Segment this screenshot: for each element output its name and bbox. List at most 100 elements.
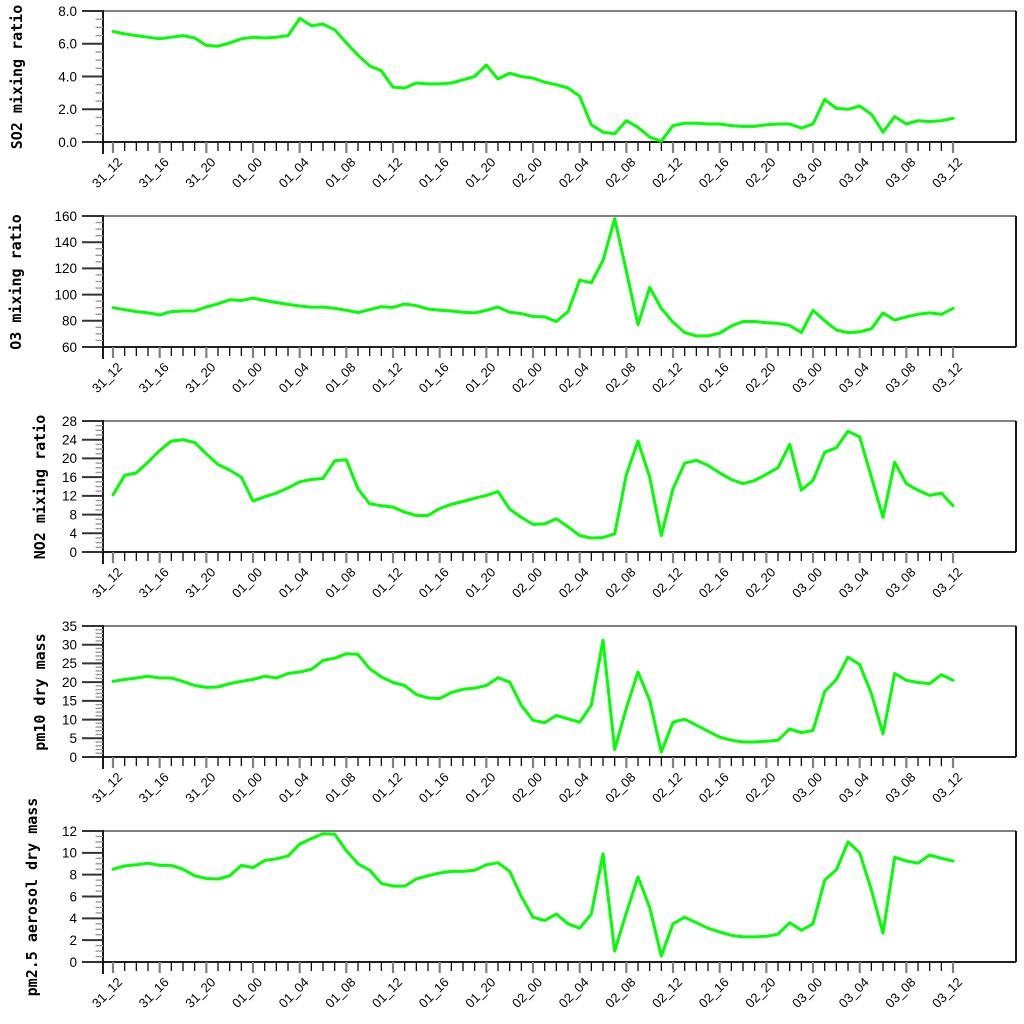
svg-text:01_20: 01_20 (462, 155, 498, 191)
svg-text:01_08: 01_08 (322, 565, 358, 601)
svg-text:31_20: 31_20 (182, 155, 218, 191)
svg-text:31_12: 31_12 (89, 360, 125, 396)
svg-text:01_04: 01_04 (276, 360, 312, 396)
svg-text:5: 5 (69, 731, 77, 746)
svg-text:01_20: 01_20 (462, 565, 498, 601)
svg-text:01_16: 01_16 (416, 975, 452, 1011)
svg-text:01_12: 01_12 (369, 975, 405, 1011)
svg-text:02_12: 02_12 (649, 565, 685, 601)
svg-text:02_20: 02_20 (742, 975, 778, 1011)
svg-text:4: 4 (69, 911, 77, 926)
y-axis-title-o3: O3 mixing ratio (7, 213, 25, 350)
svg-text:10: 10 (62, 712, 77, 727)
svg-text:10: 10 (62, 846, 77, 861)
y-axis-title-no2: NO2 mixing ratio (31, 414, 49, 559)
svg-text:03_08: 03_08 (882, 770, 918, 806)
svg-text:03_12: 03_12 (929, 975, 965, 1011)
svg-text:140: 140 (54, 235, 77, 250)
x-axis-ticks (102, 962, 955, 974)
svg-text:02_16: 02_16 (696, 770, 732, 806)
svg-text:01_12: 01_12 (369, 360, 405, 396)
svg-text:16: 16 (62, 470, 77, 485)
svg-text:4: 4 (69, 526, 77, 541)
x-axis-labels: 31_12 31_16 31_20 01_00 01_04 01_08 01_12 01_16… (89, 565, 965, 601)
svg-text:02_16: 02_16 (696, 975, 732, 1011)
svg-text:02_00: 02_00 (509, 155, 545, 191)
plot-frame (102, 625, 1017, 758)
svg-text:03_04: 03_04 (836, 155, 872, 191)
x-axis-labels: 31_12 31_16 31_20 01_00 01_04 01_08 01_12 01_16… (89, 155, 965, 191)
so2-line (111, 16, 955, 143)
svg-text:02_04: 02_04 (556, 155, 592, 191)
svg-text:01_00: 01_00 (229, 975, 265, 1011)
svg-text:02_16: 02_16 (696, 155, 732, 191)
svg-text:31_16: 31_16 (136, 565, 172, 601)
svg-text:35: 35 (62, 619, 77, 634)
svg-text:31_16: 31_16 (136, 360, 172, 396)
svg-text:02_12: 02_12 (649, 770, 685, 806)
svg-text:80: 80 (62, 314, 77, 329)
svg-text:01_08: 01_08 (322, 155, 358, 191)
svg-text:0: 0 (69, 545, 77, 560)
svg-text:01_16: 01_16 (416, 770, 452, 806)
svg-text:31_12: 31_12 (89, 770, 125, 806)
x-axis-labels: 31_12 31_16 31_20 01_00 01_04 01_08 01_12 01_16… (89, 360, 965, 396)
svg-text:31_16: 31_16 (136, 770, 172, 806)
svg-text:6: 6 (69, 889, 77, 904)
svg-text:0: 0 (69, 955, 77, 970)
y-axis-ticks: 0 5 10 15 20 25 30 35 (62, 619, 103, 765)
x-axis-labels: 31_12 31_16 31_20 01_00 01_04 01_08 01_12 01_16… (89, 975, 965, 1011)
svg-text:01_04: 01_04 (276, 975, 312, 1011)
svg-text:01_00: 01_00 (229, 770, 265, 806)
svg-text:03_00: 03_00 (789, 565, 825, 601)
svg-text:02_08: 02_08 (602, 155, 638, 191)
svg-text:31_20: 31_20 (182, 975, 218, 1011)
svg-text:31_20: 31_20 (182, 565, 218, 601)
svg-text:03_00: 03_00 (789, 360, 825, 396)
svg-text:01_04: 01_04 (276, 155, 312, 191)
svg-text:31_16: 31_16 (136, 155, 172, 191)
svg-text:03_04: 03_04 (836, 975, 872, 1011)
chart-so2: 0.0 2.0 4.0 6.0 8.0 31_12 31_16 31_20 01_00 01_04… (58, 4, 1017, 191)
x-axis-labels: 31_12 31_16 31_20 01_00 01_04 01_08 01_12 01_16… (89, 770, 965, 806)
svg-text:31_12: 31_12 (89, 155, 125, 191)
svg-text:03_08: 03_08 (882, 360, 918, 396)
svg-text:20: 20 (62, 451, 77, 466)
svg-text:03_04: 03_04 (836, 770, 872, 806)
svg-text:02_12: 02_12 (649, 155, 685, 191)
svg-text:31_20: 31_20 (182, 770, 218, 806)
svg-text:30: 30 (62, 638, 77, 653)
svg-text:01_04: 01_04 (276, 565, 312, 601)
plot-frame (102, 830, 1017, 963)
plot-frame (102, 420, 1017, 553)
svg-text:02_20: 02_20 (742, 565, 778, 601)
svg-text:02_12: 02_12 (649, 975, 685, 1011)
svg-text:20: 20 (62, 675, 77, 690)
svg-text:01_08: 01_08 (322, 975, 358, 1011)
svg-text:15: 15 (62, 694, 77, 709)
y-axis-ticks: 0 4 8 12 16 20 24 28 (62, 414, 103, 560)
y-axis-title-pm10: pm10 dry mass (31, 632, 49, 751)
svg-text:28: 28 (62, 414, 77, 429)
svg-text:02_08: 02_08 (602, 770, 638, 806)
svg-text:02_12: 02_12 (649, 360, 685, 396)
svg-text:03_04: 03_04 (836, 565, 872, 601)
svg-text:03_08: 03_08 (882, 975, 918, 1011)
svg-text:6.0: 6.0 (58, 37, 77, 52)
svg-text:01_20: 01_20 (462, 770, 498, 806)
pm25-line (111, 832, 955, 958)
svg-text:02_16: 02_16 (696, 360, 732, 396)
svg-text:01_00: 01_00 (229, 155, 265, 191)
svg-text:01_00: 01_00 (229, 360, 265, 396)
svg-text:02_20: 02_20 (742, 360, 778, 396)
svg-text:31_12: 31_12 (89, 975, 125, 1011)
svg-text:03_12: 03_12 (929, 155, 965, 191)
svg-text:01_16: 01_16 (416, 565, 452, 601)
svg-text:31_12: 31_12 (89, 565, 125, 601)
o3-line (111, 217, 955, 338)
svg-text:01_12: 01_12 (369, 770, 405, 806)
chart-o3: 60 80 100 120 140 160 31_12 31_16 31_20 01_00 01_0… (54, 209, 1017, 396)
svg-text:01_08: 01_08 (322, 360, 358, 396)
svg-text:31_16: 31_16 (136, 975, 172, 1011)
